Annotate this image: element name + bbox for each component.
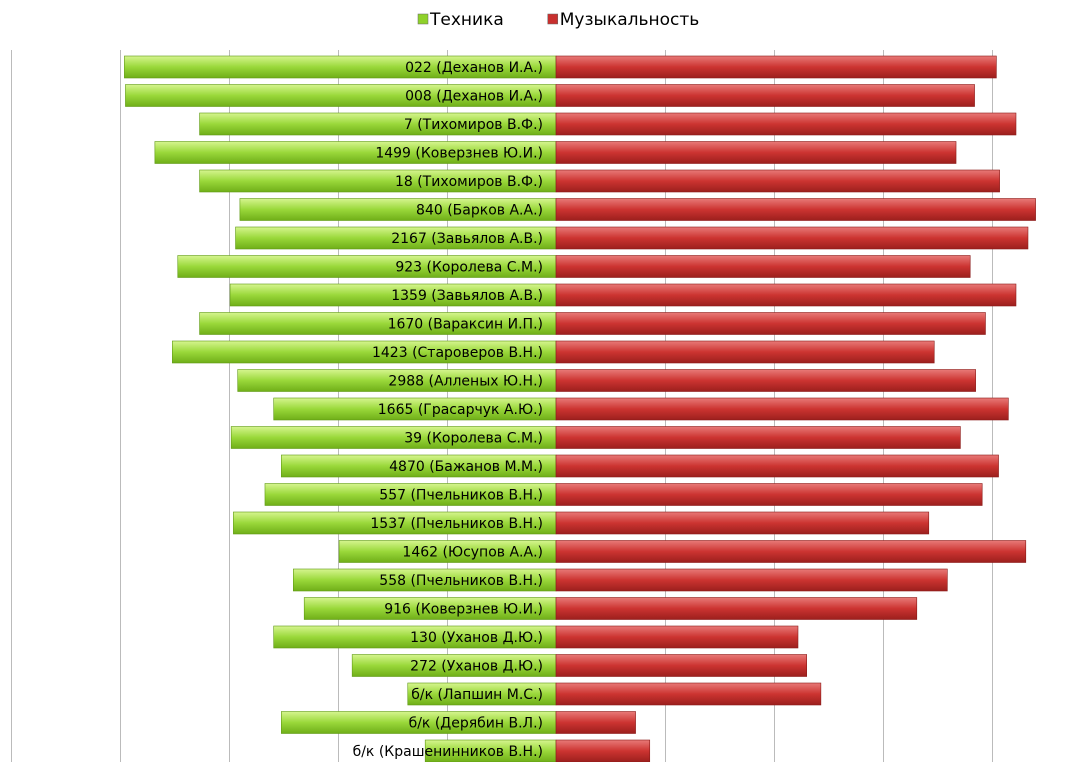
bar — [555, 426, 961, 449]
bar — [555, 625, 799, 649]
legend-swatch — [547, 13, 559, 25]
bar — [555, 511, 930, 535]
category-label: 558 (Пчельников В.Н.) — [379, 573, 543, 589]
category-label: 840 (Барков А.А.) — [416, 203, 543, 219]
bar — [555, 226, 1029, 250]
category-label: 130 (Уханов Д.Ю.) — [410, 630, 543, 646]
bar — [555, 340, 935, 364]
category-label: б/к (Лапшин М.С.) — [411, 687, 543, 703]
legend-swatch — [417, 13, 429, 25]
bar — [555, 169, 1000, 193]
category-label: 1462 (Юсупов А.А.) — [402, 545, 543, 561]
category-label: 18 (Тихомиров В.Ф.) — [395, 174, 543, 190]
bar — [555, 568, 948, 592]
category-label: 557 (Пчельников В.Н.) — [379, 488, 543, 504]
bar — [555, 55, 997, 79]
bar — [555, 312, 986, 335]
bar — [555, 739, 651, 762]
category-label: 1537 (Пчельников В.Н.) — [370, 516, 543, 532]
category-label: 1359 (Завьялов А.В.) — [391, 288, 543, 304]
category-label: 1670 (Вараксин И.П.) — [388, 317, 543, 333]
category-label: 916 (Коверзнев Ю.И.) — [384, 602, 543, 618]
bar — [555, 654, 807, 677]
bar — [555, 141, 957, 164]
category-label: 39 (Королева С.М.) — [404, 431, 543, 447]
bar — [555, 112, 1017, 136]
bar — [555, 84, 975, 107]
category-label: 2988 (Алленых Ю.Н.) — [388, 374, 543, 390]
category-label: б/к (Дерябин В.Л.) — [409, 716, 543, 732]
bar — [555, 283, 1017, 307]
bar — [555, 369, 976, 392]
category-label: 1423 (Староверов В.Н.) — [372, 345, 543, 361]
category-label: б/к (Крашенинников В.Н.) — [353, 744, 543, 760]
legend-label: Техника — [429, 10, 504, 30]
category-label: 272 (Уханов Д.Ю.) — [410, 659, 543, 675]
bar — [555, 597, 918, 620]
bar — [555, 483, 983, 506]
bar — [555, 711, 636, 734]
category-label: 008 (Деханов И.А.) — [405, 89, 543, 105]
bar — [555, 255, 971, 278]
bar — [555, 198, 1036, 221]
category-label: 7 (Тихомиров В.Ф.) — [404, 117, 543, 133]
bar — [555, 397, 1009, 421]
category-label: 2167 (Завьялов А.В.) — [391, 231, 543, 247]
category-label: 022 (Деханов И.А.) — [405, 60, 543, 76]
bar — [555, 682, 822, 706]
category-label: 1665 (Грасарчук А.Ю.) — [378, 402, 543, 418]
category-label: 4870 (Бажанов М.М.) — [389, 459, 543, 475]
bar — [555, 454, 999, 478]
category-label: 1499 (Коверзнев Ю.И.) — [375, 146, 543, 162]
bar — [555, 540, 1027, 563]
category-label: 923 (Королева С.М.) — [395, 260, 543, 276]
legend-label: Музыкальность — [560, 10, 700, 30]
